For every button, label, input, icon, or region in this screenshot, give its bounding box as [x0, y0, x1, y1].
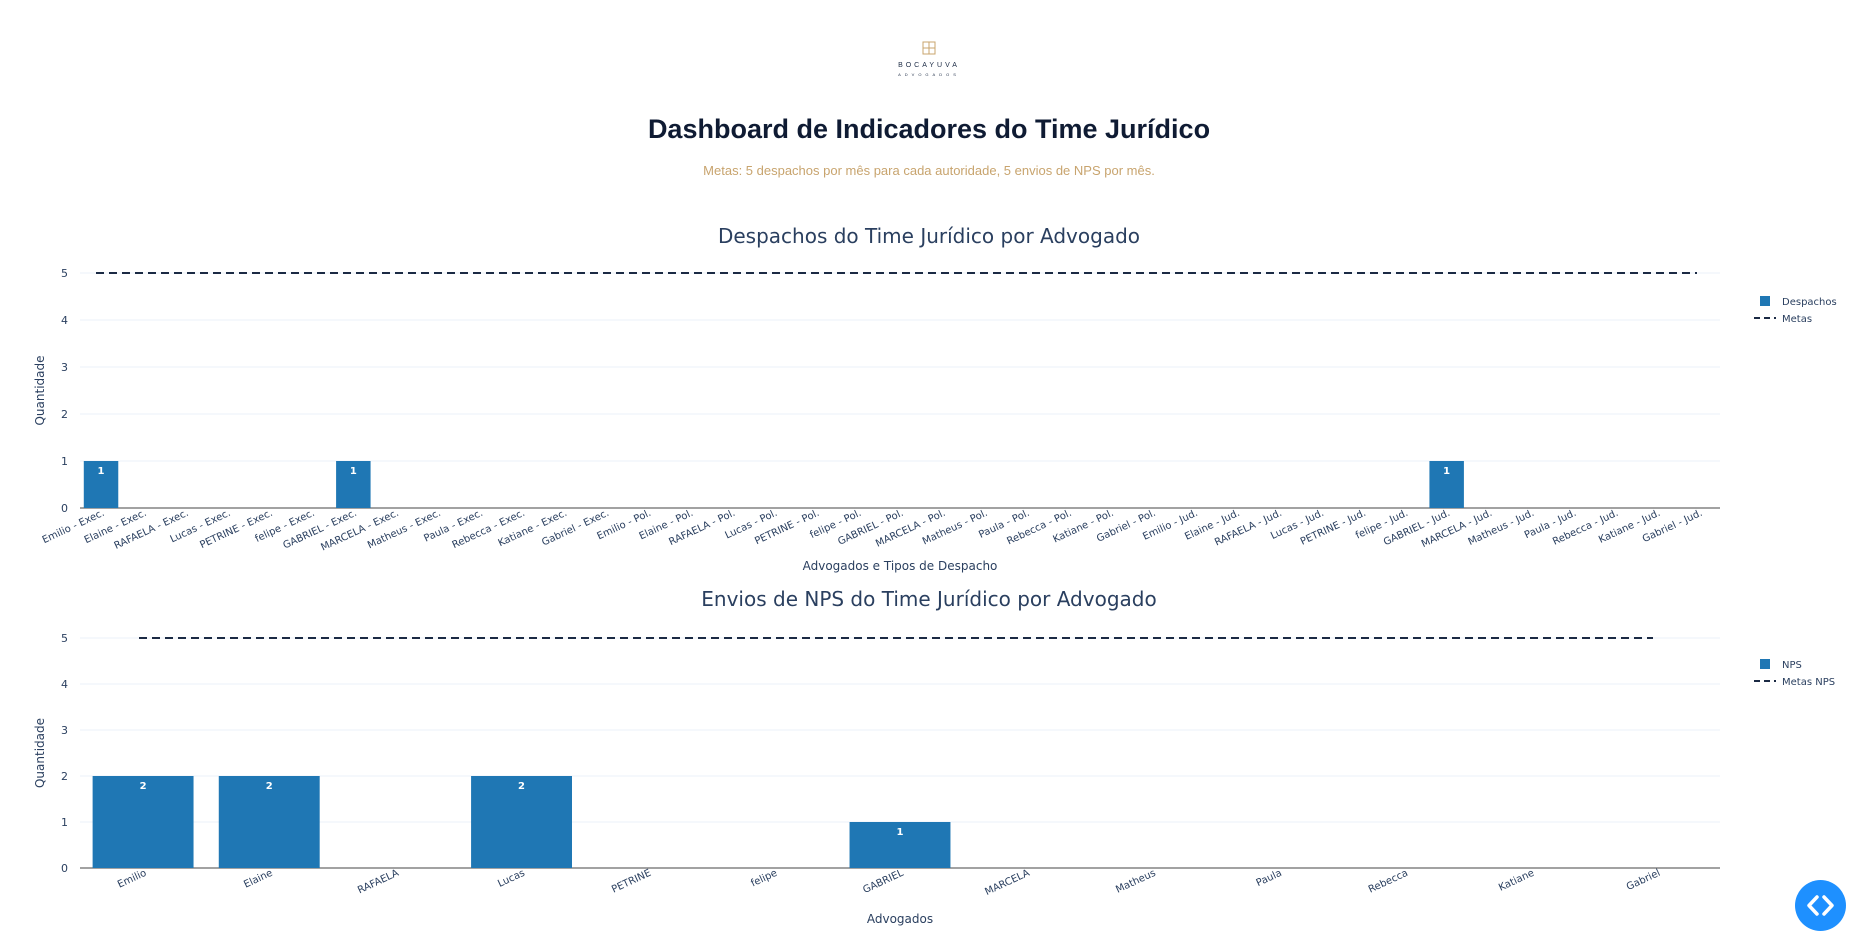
x-tick-label: Katiane: [1497, 868, 1536, 894]
y-tick-label: 2: [61, 408, 68, 421]
chart-title: Envios de NPS do Time Jurídico por Advog…: [701, 588, 1156, 611]
x-tick-label: PETRINE - Exec.: [198, 508, 274, 551]
y-tick-label: 1: [61, 816, 68, 829]
x-tick-label: Lucas: [496, 868, 527, 890]
legend-bar-label: NPS: [1782, 660, 1802, 671]
bar-data-label: 1: [350, 466, 357, 477]
x-axis-label: Advogados: [867, 912, 933, 926]
legend-line-label: Metas: [1782, 314, 1812, 325]
x-tick-label: Rebecca - Exec.: [451, 508, 527, 551]
despachos-chart[interactable]: Despachos do Time Jurídico por Advogado 0…: [0, 225, 1858, 580]
y-axis-label: Quantidade: [33, 355, 47, 425]
y-axis-label: Quantidade: [33, 718, 47, 788]
x-axis-label: Advogados e Tipos de Despacho: [803, 559, 998, 573]
x-tick-label: Gabriel: [1625, 868, 1662, 893]
x-tick-label: GABRIEL: [861, 868, 905, 896]
y-tick-label: 5: [61, 632, 68, 645]
bar-data-label: 2: [518, 781, 525, 792]
despachos-chart-svg[interactable]: Despachos do Time Jurídico por Advogado 0…: [0, 225, 1858, 580]
bar-data-label: 1: [1443, 466, 1450, 477]
page-subtitle: Metas: 5 despachos por mês para cada aut…: [703, 163, 1155, 178]
x-tick-label: MARCELA: [983, 868, 1031, 898]
nps-chart-svg[interactable]: Envios de NPS do Time Jurídico por Advog…: [0, 588, 1858, 928]
x-tick-label: RAFAELA: [356, 868, 401, 897]
brand-subname: ADVOGADOS: [898, 72, 960, 77]
legend-bar-label: Despachos: [1782, 297, 1837, 308]
brand-name: BOCAYUVA: [898, 62, 960, 69]
brand-monogram-icon: [922, 40, 936, 55]
y-tick-label: 0: [61, 502, 68, 515]
y-tick-label: 1: [61, 455, 68, 468]
bar-lucas: [471, 776, 572, 868]
x-tick-label: Emilio: [116, 868, 148, 891]
y-tick-label: 4: [61, 678, 68, 691]
bar-data-label: 1: [897, 827, 904, 838]
brand-logo: BOCAYUVA ADVOGADOS: [0, 40, 1858, 77]
y-tick-label: 3: [61, 724, 68, 737]
y-tick-label: 2: [61, 770, 68, 783]
y-tick-label: 3: [61, 361, 68, 374]
x-tick-label: MARCELA - Jud.: [1420, 508, 1494, 550]
bar-gabriel-jud: [1429, 461, 1464, 508]
bar-data-label: 2: [266, 781, 273, 792]
x-tick-label: Matheus: [1114, 868, 1157, 896]
code-toggle-button[interactable]: [1795, 880, 1846, 931]
bar-elaine: [218, 776, 320, 868]
chart-legend: Despachos Metas: [1754, 296, 1837, 325]
page-title: Dashboard de Indicadores do Time Jurídic…: [647, 114, 1211, 144]
legend-bar-swatch: [1760, 659, 1770, 669]
x-tick-label: Paula: [1255, 868, 1284, 889]
code-icon: [1807, 895, 1834, 916]
x-tick-label: PETRINE: [610, 868, 653, 896]
bar-gabriel: [849, 822, 951, 868]
bar-emilio: [92, 776, 194, 868]
x-tick-label: Rebecca: [1367, 868, 1410, 896]
x-tick-label: Elaine: [242, 868, 274, 891]
bar-data-label: 2: [140, 781, 147, 792]
bar-data-label: 1: [98, 466, 105, 477]
bar-emilio-exec: [83, 461, 119, 508]
legend-line-label: Metas NPS: [1782, 677, 1835, 688]
bar-gabriel-exec: [336, 461, 371, 508]
chart-title: Despachos do Time Jurídico por Advogado: [718, 225, 1140, 248]
legend-bar-swatch: [1760, 296, 1770, 306]
x-tick-label: felipe: [749, 868, 779, 890]
y-tick-label: 5: [61, 267, 68, 280]
y-tick-label: 4: [61, 314, 68, 327]
nps-chart[interactable]: Envios de NPS do Time Jurídico por Advog…: [0, 588, 1858, 928]
y-tick-label: 0: [61, 862, 68, 875]
chart-legend: NPS Metas NPS: [1754, 659, 1835, 688]
